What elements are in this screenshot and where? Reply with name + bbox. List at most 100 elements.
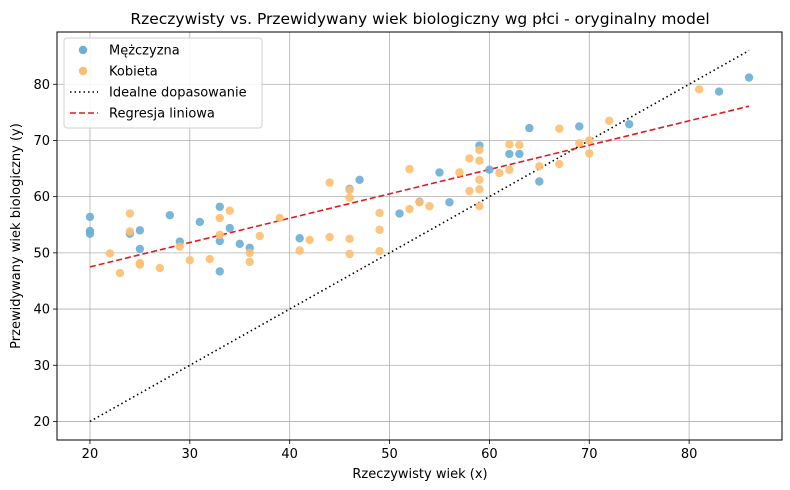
point-series-1 — [605, 116, 614, 125]
point-series-1 — [694, 85, 704, 94]
point-series-0 — [485, 165, 494, 174]
point-series-1 — [535, 162, 544, 171]
point-series-1 — [345, 185, 354, 195]
point-series-0 — [505, 149, 514, 159]
legend-label: Regresja liniowa — [109, 107, 215, 122]
legend-label: Mężczyzna — [109, 44, 180, 59]
point-series-1 — [175, 242, 185, 251]
point-series-1 — [375, 208, 384, 218]
x-tick-label: 40 — [281, 447, 298, 462]
x-tick-label: 60 — [481, 447, 498, 462]
line-regresja-liniowa — [89, 105, 750, 268]
point-series-0 — [625, 119, 634, 129]
point-series-0 — [395, 209, 404, 218]
point-series-0 — [445, 198, 454, 207]
x-tick-label: 80 — [681, 447, 698, 462]
point-series-0 — [235, 239, 244, 249]
x-axis-ticks: 20 30 40 50 60 70 80 — [82, 440, 698, 462]
point-series-0 — [215, 202, 224, 211]
point-series-1 — [475, 156, 484, 165]
point-series-1 — [225, 206, 234, 215]
y-axis-ticks: 20 30 40 50 60 70 80 — [33, 78, 57, 430]
point-series-0 — [435, 168, 444, 177]
y-tick-label: 60 — [33, 190, 50, 205]
point-series-1 — [205, 254, 214, 264]
point-series-1 — [465, 154, 474, 163]
scatter-points — [85, 73, 754, 278]
point-series-0 — [225, 223, 234, 233]
line-idealne-dopasowanie — [89, 49, 750, 423]
point-series-1 — [475, 175, 484, 185]
y-tick-label: 40 — [33, 303, 50, 318]
point-series-1 — [125, 227, 135, 236]
point-series-1 — [255, 231, 264, 241]
point-series-0 — [195, 217, 205, 227]
point-series-1 — [245, 257, 254, 267]
point-series-0 — [85, 229, 95, 238]
point-series-1 — [375, 225, 384, 235]
point-series-0 — [744, 73, 754, 82]
point-series-1 — [275, 213, 284, 223]
point-series-0 — [355, 175, 364, 185]
x-axis-label: Rzeczywisty wiek (x) — [352, 467, 487, 482]
point-series-1 — [455, 168, 464, 177]
point-series-0 — [85, 212, 95, 222]
legend: Mężczyzna Kobieta Idealne dopasowanie Regre… — [63, 37, 263, 129]
y-tick-label: 50 — [33, 246, 50, 261]
point-series-1 — [125, 209, 135, 218]
grid-lines — [57, 32, 782, 440]
point-series-1 — [155, 263, 165, 273]
point-series-0 — [135, 244, 145, 254]
point-series-1 — [465, 186, 474, 196]
point-series-1 — [475, 185, 484, 194]
point-series-0 — [215, 267, 224, 276]
point-series-1 — [245, 248, 254, 258]
legend-label: Idealne dopasowanie — [109, 86, 247, 101]
point-series-0 — [714, 87, 724, 96]
y-tick-label: 70 — [33, 134, 50, 149]
point-series-1 — [515, 140, 524, 150]
legend-marker — [78, 45, 88, 55]
legend-label: Kobieta — [109, 65, 158, 80]
point-series-1 — [215, 213, 224, 223]
point-series-0 — [535, 177, 544, 186]
point-series-1 — [135, 260, 145, 269]
y-axis-label: Przewidywany wiek biologiczny (y) — [9, 123, 24, 349]
point-series-1 — [555, 159, 564, 169]
point-series-1 — [105, 249, 115, 258]
point-series-1 — [505, 140, 514, 149]
point-series-1 — [345, 249, 354, 259]
point-series-1 — [295, 246, 304, 255]
chart-lines — [89, 49, 750, 423]
chart-title: Rzeczywisty vs. Przewidywany wiek biolog… — [130, 10, 709, 28]
point-series-0 — [575, 122, 584, 131]
point-series-1 — [115, 268, 125, 278]
point-series-1 — [405, 164, 414, 174]
x-tick-label: 50 — [381, 447, 398, 462]
point-series-0 — [295, 234, 304, 243]
x-tick-label: 30 — [182, 447, 199, 462]
point-series-0 — [215, 236, 224, 246]
y-tick-label: 30 — [33, 359, 50, 374]
plot-frame — [56, 31, 783, 441]
point-series-1 — [375, 246, 384, 256]
point-series-1 — [405, 204, 414, 214]
legend-box — [63, 37, 263, 129]
point-series-1 — [305, 235, 314, 245]
point-series-1 — [425, 202, 434, 211]
point-series-1 — [585, 136, 594, 145]
point-series-0 — [165, 211, 175, 220]
x-tick-label: 70 — [581, 447, 598, 462]
point-series-1 — [575, 139, 584, 148]
x-tick-label: 20 — [82, 447, 99, 462]
point-series-0 — [525, 123, 534, 133]
legend-marker — [78, 66, 88, 76]
point-series-1 — [325, 178, 334, 187]
y-tick-label: 20 — [33, 415, 50, 430]
point-series-1 — [475, 202, 484, 211]
point-series-1 — [495, 168, 504, 178]
point-series-1 — [345, 193, 354, 202]
point-series-1 — [185, 255, 195, 265]
point-series-1 — [585, 149, 594, 158]
